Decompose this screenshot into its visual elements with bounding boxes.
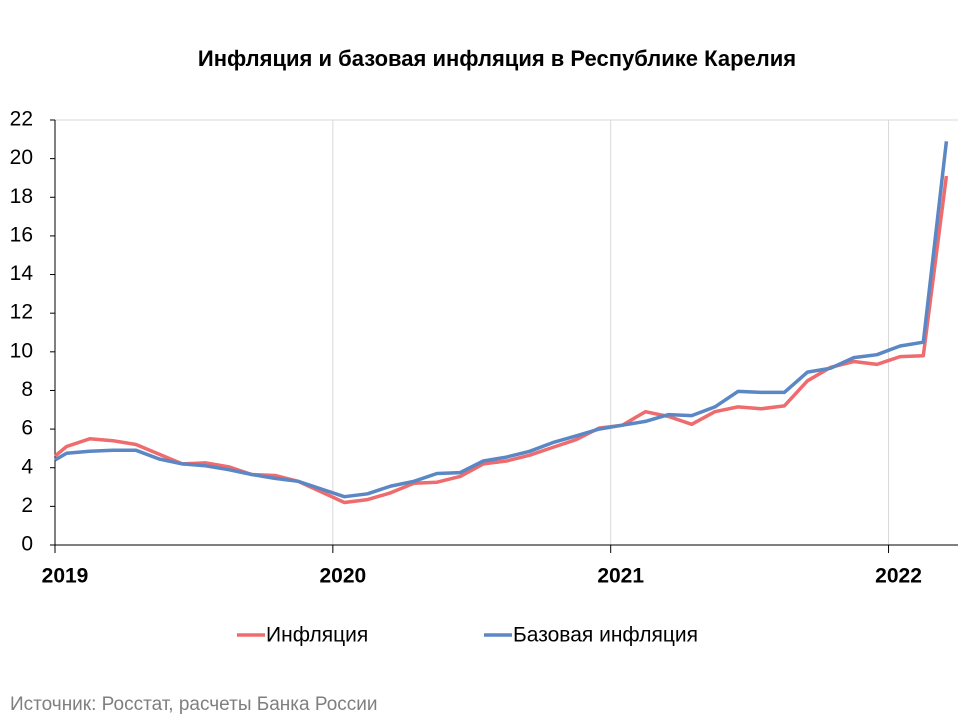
y-tick-label: 18: [10, 185, 33, 208]
x-tick-label: 2020: [319, 565, 366, 588]
legend-label: Базовая инфляция: [513, 624, 698, 647]
y-tick-label: 2: [21, 494, 33, 517]
y-tick-label: 10: [10, 339, 33, 362]
y-tick-label: 4: [21, 455, 33, 478]
series-line: [53, 175, 949, 505]
y-tick-label: 16: [10, 223, 33, 246]
source: Источник: Росстат, расчеты Банка России: [10, 694, 378, 715]
y-tick-label: 8: [21, 378, 33, 401]
x-tick-label: 2022: [875, 565, 922, 588]
y-tick-label: 12: [10, 301, 33, 324]
y-tick-label: 22: [10, 108, 33, 131]
x-tick-label: 2019: [42, 565, 89, 588]
x-tick-label: 2021: [597, 565, 644, 588]
chart-title: Инфляция и базовая инфляция в Республике…: [198, 46, 796, 71]
legend-label: Инфляция: [266, 624, 368, 647]
y-tick-label: 14: [10, 262, 34, 285]
y-tick-label: 20: [10, 146, 33, 169]
y-tick-label: 0: [21, 533, 33, 556]
series-line: [54, 141, 949, 499]
y-tick-label: 6: [21, 417, 33, 440]
